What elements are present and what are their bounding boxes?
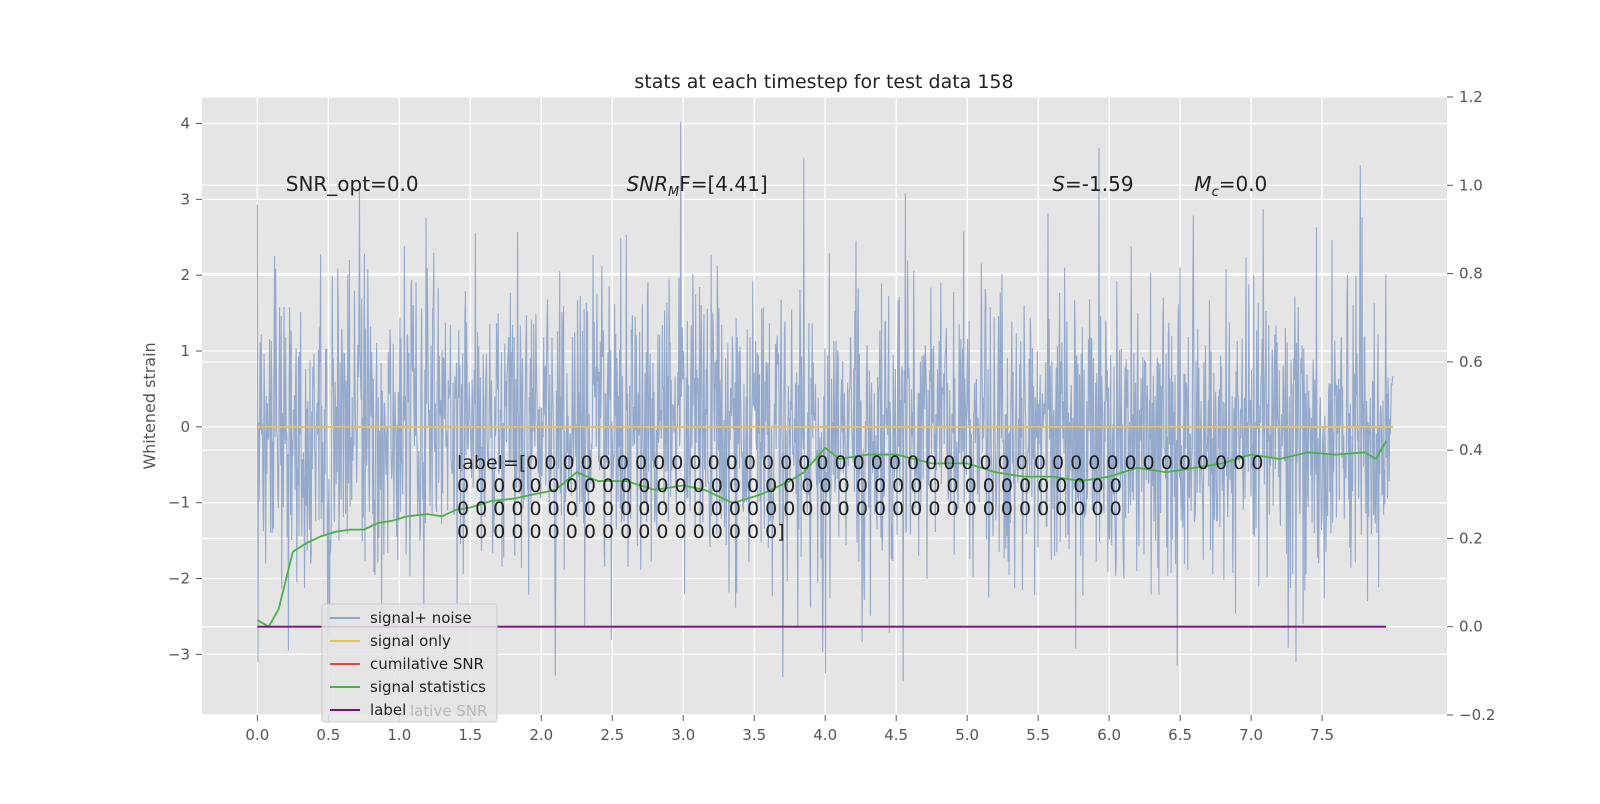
x-tick-label-6: 3.0: [671, 726, 695, 744]
x-tick-label-0: 0.0: [245, 726, 269, 744]
legend-entry-0: signal+ noise: [370, 609, 472, 627]
y2-tick-label-0: −0.2: [1459, 706, 1495, 724]
label-text-line-0: label=[0 0 0 0 0 0 0 0 0 0 0 0 0 0 0 0 0…: [457, 452, 1264, 474]
stat-annotation-1: SNRMF=[4.41]: [626, 172, 767, 200]
y2-tick-label-3: 0.4: [1459, 441, 1483, 459]
axes: 0.0 0.5 1.0 1.5 2.0 2.5 3.0 3.5 4.0 4.5 5.0 5.5 6.0 6…: [168, 88, 1496, 744]
chart-title: stats at each timestep for test data 158: [634, 71, 1013, 93]
y-tick-label-7: 4: [180, 115, 190, 133]
y-tick-label-5: 2: [180, 266, 190, 284]
y-tick-label-0: −3: [168, 645, 190, 663]
y2-tick-label-5: 0.8: [1459, 265, 1483, 283]
x-tick-label-10: 5.0: [955, 726, 979, 744]
label-text-line-2: 0 0 0 0 0 0 0 0 0 0 0 0 0 0 0 0 0 0 0 0 …: [457, 498, 1122, 520]
x-tick-label-9: 4.5: [884, 726, 908, 744]
label-annotation: label=[0 0 0 0 0 0 0 0 0 0 0 0 0 0 0 0 0…: [457, 452, 1264, 543]
x-tick-label-3: 1.5: [458, 726, 482, 744]
y-tick-label-1: −2: [168, 570, 190, 588]
y-tick-label-6: 3: [180, 190, 190, 208]
y2-tick-label-7: 1.2: [1459, 88, 1483, 106]
y-tick-label-2: −1: [168, 494, 190, 512]
y-tick-label-3: 0: [180, 418, 190, 436]
y-tick-label-4: 1: [180, 342, 190, 360]
series-line-2: [256, 440, 1387, 628]
x-tick-label-5: 2.5: [600, 726, 624, 744]
x-tick-label-15: 7.5: [1310, 726, 1334, 744]
label-text-line-1: 0 0 0 0 0 0 0 0 0 0 0 0 0 0 0 0 0 0 0 0 …: [457, 475, 1122, 497]
x-tick-label-2: 1.0: [387, 726, 411, 744]
x-tick-label-7: 3.5: [742, 726, 766, 744]
x-tick-label-11: 5.5: [1026, 726, 1050, 744]
x-tick-label-4: 2.0: [529, 726, 553, 744]
x-tick-label-14: 7.0: [1239, 726, 1263, 744]
y2-tick-label-4: 0.6: [1459, 353, 1483, 371]
noise-series: [256, 122, 1394, 681]
y2-tick-label-2: 0.2: [1459, 529, 1483, 547]
legend-entry-3: signal statistics: [370, 678, 486, 696]
stat-annotations: SNR_opt=0.0 SNRMF=[4.41] S=-1.59 Mc=0.0: [286, 172, 1268, 200]
label-text-line-3: 0 0 0 0 0 0 0 0 0 0 0 0 0 0 0 0 0 0]: [457, 521, 785, 543]
legend-entry-4: label: [370, 701, 406, 719]
legend: lative SNR signal+ noise signal only cumila…: [321, 603, 498, 723]
legend-box: [321, 603, 498, 723]
x-tick-label-8: 4.0: [813, 726, 837, 744]
legend-entry-2: cumilative SNR: [370, 655, 484, 673]
legend-entry-1: signal only: [370, 632, 451, 650]
y2-tick-label-6: 1.0: [1459, 176, 1483, 194]
stat-annotation-3: Mc=0.0: [1194, 172, 1267, 200]
stat-annotation-0: SNR_opt=0.0: [286, 172, 419, 196]
y-axis-label: Whitened strain: [140, 342, 159, 469]
x-tick-label-1: 0.5: [316, 726, 340, 744]
series-signal-plus-noise: [256, 122, 1394, 681]
x-tick-label-13: 6.5: [1168, 726, 1192, 744]
y2-tick-label-1: 0.0: [1459, 618, 1483, 636]
legend-ghost-text: lative SNR: [410, 702, 487, 720]
x-tick-label-12: 6.0: [1097, 726, 1121, 744]
stat-annotation-2: S=-1.59: [1052, 172, 1133, 196]
